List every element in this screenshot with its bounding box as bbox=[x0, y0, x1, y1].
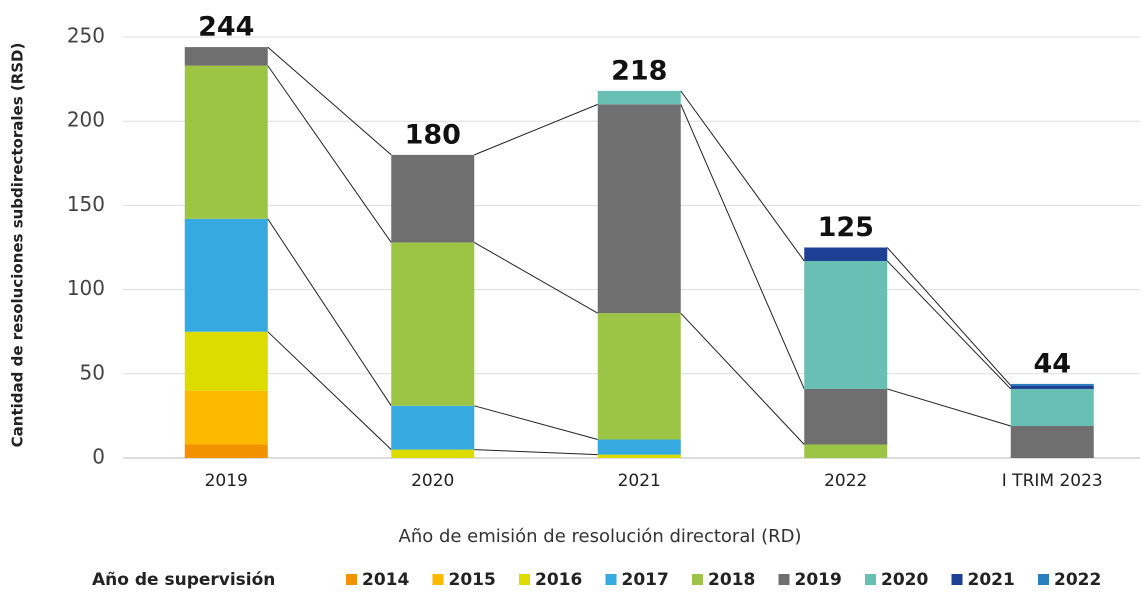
x-tick-label: 2021 bbox=[618, 471, 661, 491]
connector bbox=[267, 46, 392, 156]
y-tick-label: 100 bbox=[67, 276, 105, 300]
connector bbox=[886, 247, 1012, 386]
connector bbox=[474, 103, 598, 156]
bar-segment bbox=[597, 454, 681, 458]
connector bbox=[267, 331, 392, 450]
bar-segment bbox=[1010, 426, 1094, 458]
legend-label: 2016 bbox=[535, 570, 582, 590]
total-label: 44 bbox=[1033, 348, 1071, 379]
bar-segment bbox=[597, 313, 681, 440]
bar-segment bbox=[184, 47, 268, 66]
bar-segment bbox=[184, 65, 268, 219]
legend-swatch bbox=[346, 574, 357, 585]
connector bbox=[474, 449, 598, 456]
y-axis-label: Cantidad de resoluciones subdirectorales… bbox=[9, 43, 27, 448]
bar-segment bbox=[597, 90, 681, 105]
legend-label: 2022 bbox=[1054, 570, 1101, 590]
x-tick-label: 2020 bbox=[411, 471, 454, 491]
legend-label: 2015 bbox=[449, 570, 496, 590]
total-label: 218 bbox=[611, 55, 667, 86]
connector bbox=[474, 242, 598, 314]
total-label: 244 bbox=[198, 12, 254, 43]
bar-segment bbox=[597, 104, 681, 314]
bar-segment bbox=[804, 444, 888, 458]
legend-label: 2017 bbox=[622, 570, 669, 590]
x-tick-label: 2019 bbox=[205, 471, 248, 491]
legend-swatch bbox=[778, 574, 790, 585]
connector bbox=[474, 405, 598, 440]
bar-segment bbox=[804, 247, 888, 261]
legend-label: 2020 bbox=[881, 570, 928, 590]
legend-swatch bbox=[1038, 574, 1049, 585]
bar-segment bbox=[391, 449, 475, 458]
bar-segment bbox=[1010, 388, 1094, 427]
y-tick-label: 250 bbox=[67, 24, 105, 48]
bar-segment bbox=[184, 331, 268, 391]
x-tick-label: 2022 bbox=[824, 471, 867, 491]
connector bbox=[680, 104, 805, 390]
legend-swatch bbox=[692, 574, 703, 585]
legend-swatch bbox=[865, 574, 876, 585]
legend-swatch bbox=[605, 574, 617, 585]
legend-title: Año de supervisión bbox=[92, 570, 275, 590]
y-tick-label: 200 bbox=[67, 108, 105, 132]
y-tick-label: 0 bbox=[92, 445, 105, 469]
bar-segment bbox=[391, 405, 475, 450]
connector bbox=[887, 388, 1011, 427]
y-tick-label: 50 bbox=[80, 360, 105, 384]
connector bbox=[267, 218, 392, 407]
bar-segment bbox=[804, 388, 888, 445]
legend-swatch bbox=[432, 574, 444, 585]
legend-label: 2014 bbox=[362, 570, 409, 590]
connector bbox=[680, 90, 805, 262]
y-tick-label: 150 bbox=[67, 192, 105, 216]
bar-segment bbox=[804, 260, 888, 389]
bar-segment bbox=[391, 242, 475, 406]
bar-segment bbox=[1010, 385, 1094, 389]
bar-segment bbox=[184, 444, 268, 458]
legend-label: 2021 bbox=[968, 570, 1015, 590]
bar-segment bbox=[184, 390, 268, 445]
total-label: 125 bbox=[818, 212, 874, 243]
x-tick-label: I TRIM 2023 bbox=[1002, 471, 1103, 491]
legend-swatch bbox=[951, 574, 963, 585]
connector bbox=[886, 260, 1012, 390]
connector bbox=[267, 65, 392, 243]
bar-segment bbox=[391, 154, 475, 243]
legend-label: 2019 bbox=[795, 570, 842, 590]
bar-segment bbox=[597, 439, 681, 455]
legend-label: 2018 bbox=[708, 570, 755, 590]
connector bbox=[680, 312, 805, 445]
bar-segment bbox=[1010, 383, 1094, 386]
bar-segment bbox=[184, 218, 268, 332]
total-label: 180 bbox=[405, 119, 461, 150]
x-axis-label: Año de emisión de resolución directoral … bbox=[399, 526, 802, 547]
legend-swatch bbox=[519, 574, 530, 585]
